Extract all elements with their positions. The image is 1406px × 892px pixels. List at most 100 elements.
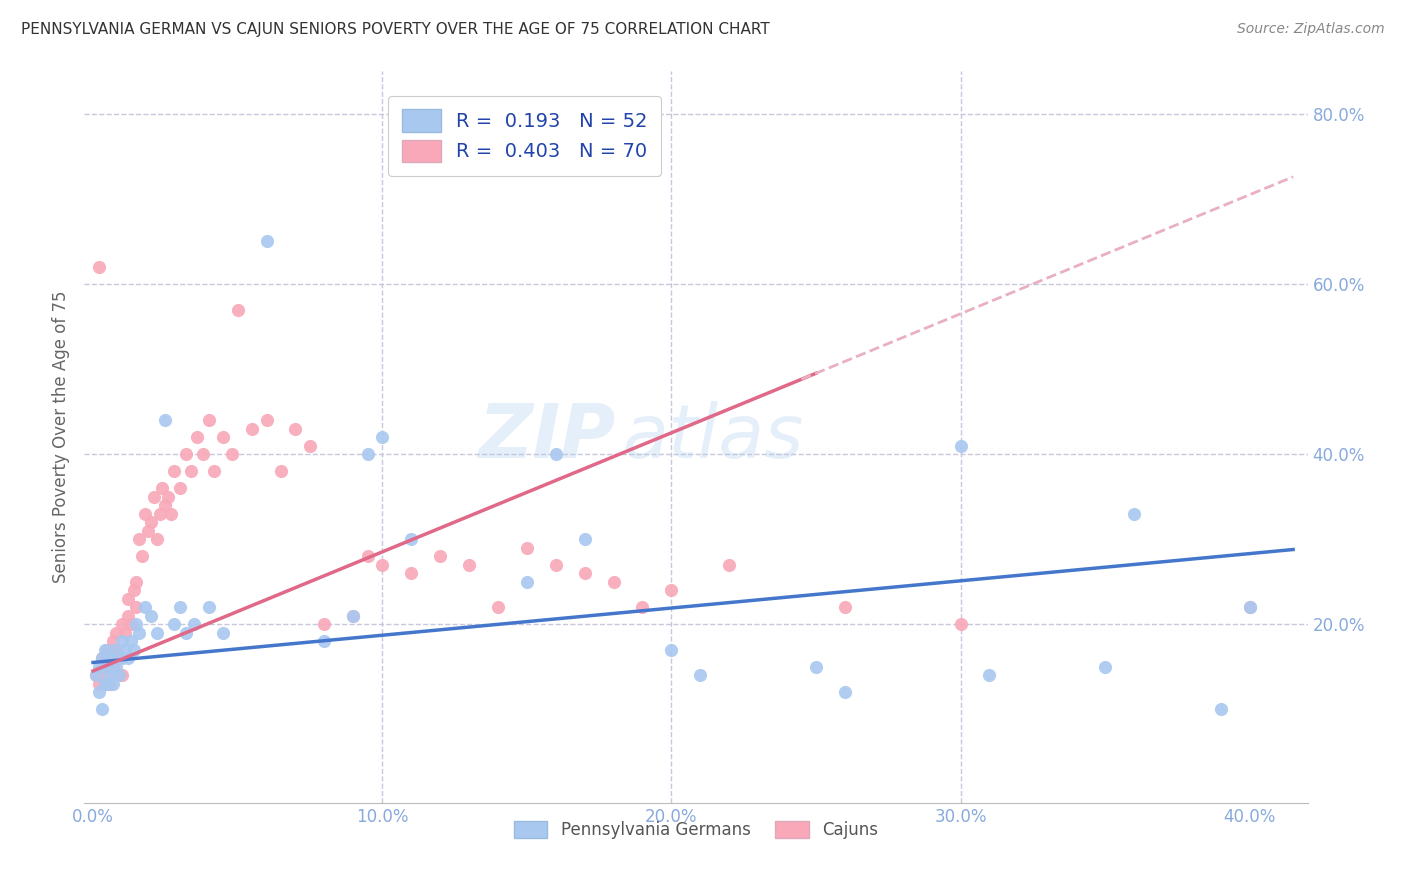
Point <box>342 608 364 623</box>
Point <box>122 583 145 598</box>
Point <box>108 651 131 665</box>
Point <box>399 566 422 581</box>
Point <box>314 617 336 632</box>
Point <box>125 617 148 632</box>
Point <box>120 634 142 648</box>
Point <box>128 625 150 640</box>
Point <box>169 481 191 495</box>
Point <box>125 574 148 589</box>
Point <box>114 642 136 657</box>
Point <box>180 464 202 478</box>
Point <box>371 558 394 572</box>
Point <box>145 532 167 546</box>
Point <box>103 634 125 648</box>
Point <box>84 668 107 682</box>
Point <box>256 413 278 427</box>
Point <box>516 541 538 555</box>
Point <box>117 608 139 623</box>
Point <box>100 651 122 665</box>
Point <box>399 532 422 546</box>
Point <box>96 668 118 682</box>
Point <box>93 677 115 691</box>
Point <box>486 600 509 615</box>
Point <box>174 447 197 461</box>
Point <box>949 439 972 453</box>
Point <box>1239 600 1261 615</box>
Legend: Pennsylvania Germans, Cajuns: Pennsylvania Germans, Cajuns <box>508 814 884 846</box>
Point <box>155 413 177 427</box>
Point <box>314 634 336 648</box>
Y-axis label: Seniors Poverty Over the Age of 75: Seniors Poverty Over the Age of 75 <box>52 291 70 583</box>
Point <box>136 524 159 538</box>
Point <box>111 617 134 632</box>
Point <box>979 668 1001 682</box>
Point <box>93 677 115 691</box>
Point <box>949 617 972 632</box>
Point <box>197 600 219 615</box>
Point <box>87 260 110 274</box>
Point <box>87 677 110 691</box>
Point <box>155 498 177 512</box>
Point <box>120 617 142 632</box>
Text: atlas: atlas <box>623 401 804 473</box>
Point <box>105 625 128 640</box>
Point <box>125 600 148 615</box>
Point <box>114 625 136 640</box>
Point <box>371 430 394 444</box>
Text: ZIP: ZIP <box>479 401 616 474</box>
Point <box>834 600 856 615</box>
Point <box>1209 702 1232 716</box>
Point <box>145 625 167 640</box>
Point <box>108 668 131 682</box>
Point <box>458 558 481 572</box>
Text: Source: ZipAtlas.com: Source: ZipAtlas.com <box>1237 22 1385 37</box>
Point <box>544 558 567 572</box>
Point <box>661 642 683 657</box>
Point <box>661 583 683 598</box>
Point <box>631 600 654 615</box>
Point <box>544 447 567 461</box>
Point <box>429 549 451 563</box>
Point <box>122 642 145 657</box>
Point <box>602 574 624 589</box>
Point <box>240 421 263 435</box>
Point <box>100 668 122 682</box>
Point <box>357 447 380 461</box>
Point <box>100 677 122 691</box>
Point <box>186 430 208 444</box>
Point <box>90 702 112 716</box>
Point <box>183 617 205 632</box>
Point <box>516 574 538 589</box>
Point <box>111 634 134 648</box>
Point <box>103 659 125 673</box>
Point <box>197 413 219 427</box>
Point <box>111 651 134 665</box>
Point <box>357 549 380 563</box>
Point <box>148 507 170 521</box>
Point <box>139 608 162 623</box>
Point <box>284 421 307 435</box>
Point <box>96 659 118 673</box>
Point <box>152 481 174 495</box>
Point <box>111 668 134 682</box>
Point <box>1239 600 1261 615</box>
Point <box>174 625 197 640</box>
Point <box>718 558 741 572</box>
Point <box>169 600 191 615</box>
Point <box>117 591 139 606</box>
Point <box>298 439 321 453</box>
Point <box>128 532 150 546</box>
Point <box>163 617 186 632</box>
Point <box>96 677 118 691</box>
Point <box>139 515 162 529</box>
Point <box>191 447 214 461</box>
Point <box>105 642 128 657</box>
Point <box>90 651 112 665</box>
Point <box>1123 507 1146 521</box>
Point <box>117 651 139 665</box>
Point <box>90 651 112 665</box>
Point <box>256 235 278 249</box>
Point <box>204 464 226 478</box>
Point <box>157 490 180 504</box>
Point <box>160 507 183 521</box>
